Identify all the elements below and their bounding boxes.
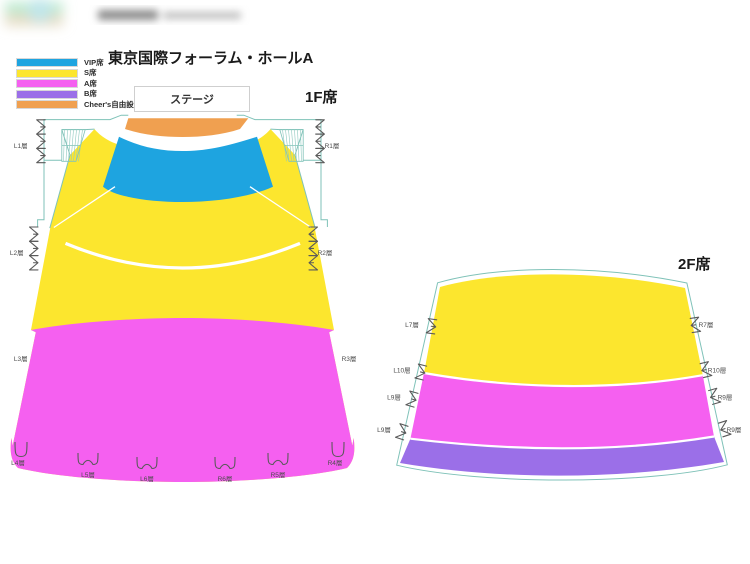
svg-text:L3層: L3層: [14, 355, 28, 363]
svg-text:L5層: L5層: [81, 471, 95, 479]
svg-text:L4層: L4層: [11, 459, 25, 467]
svg-text:R9層: R9層: [727, 426, 742, 434]
svg-text:R6層: R6層: [218, 475, 233, 483]
svg-text:R10層: R10層: [708, 367, 726, 375]
svg-text:R7層: R7層: [699, 321, 714, 329]
svg-text:R5層: R5層: [271, 471, 286, 479]
svg-text:L9層: L9層: [377, 426, 391, 434]
svg-text:R4層: R4層: [328, 459, 343, 467]
svg-text:L10層: L10層: [393, 367, 410, 375]
svg-text:L1層: L1層: [14, 142, 28, 150]
svg-text:L9層: L9層: [387, 394, 401, 402]
svg-text:L6層: L6層: [140, 475, 154, 483]
svg-text:L2層: L2層: [10, 249, 24, 257]
svg-text:R1層: R1層: [325, 142, 340, 150]
svg-text:R9層: R9層: [718, 394, 733, 402]
svg-text:R3層: R3層: [342, 355, 357, 363]
svg-text:R2層: R2層: [318, 249, 333, 257]
svg-text:L7層: L7層: [405, 321, 419, 329]
